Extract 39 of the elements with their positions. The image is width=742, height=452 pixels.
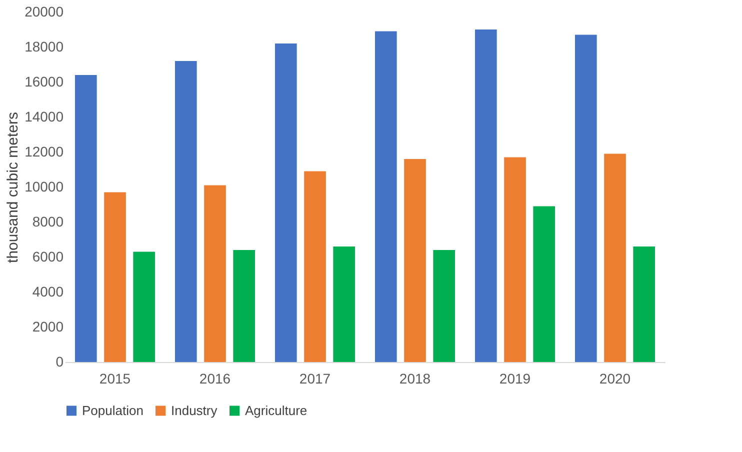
y-tick-label: 6000 bbox=[32, 248, 64, 264]
bar bbox=[604, 154, 626, 362]
bar bbox=[275, 44, 297, 362]
y-tick-label: 20000 bbox=[24, 4, 64, 20]
y-tick-label: 14000 bbox=[24, 108, 64, 124]
bar bbox=[404, 159, 426, 362]
y-tick-label: 8000 bbox=[32, 214, 64, 230]
legend-label: Population bbox=[82, 402, 144, 418]
legend-label: Industry bbox=[171, 402, 218, 418]
y-tick-label: 12000 bbox=[24, 144, 64, 160]
bar bbox=[233, 250, 255, 362]
bar bbox=[475, 30, 497, 362]
legend-label: Agriculture bbox=[245, 402, 308, 418]
bar bbox=[375, 31, 397, 362]
x-tick-label: 2020 bbox=[599, 370, 631, 386]
bar bbox=[433, 250, 455, 362]
y-tick-label: 0 bbox=[56, 354, 64, 370]
bar bbox=[633, 246, 655, 362]
bar bbox=[333, 246, 355, 362]
x-tick-label: 2015 bbox=[99, 370, 131, 386]
bar bbox=[575, 34, 597, 362]
y-tick-label: 16000 bbox=[24, 74, 64, 90]
x-tick-label: 2019 bbox=[499, 370, 531, 386]
bar bbox=[504, 157, 526, 362]
y-tick-label: 2000 bbox=[32, 318, 64, 334]
y-tick-label: 10000 bbox=[24, 178, 64, 194]
x-tick-label: 2016 bbox=[199, 370, 231, 386]
bar bbox=[104, 192, 126, 362]
x-tick-label: 2017 bbox=[299, 370, 331, 386]
bar bbox=[304, 171, 326, 362]
bar bbox=[175, 61, 197, 362]
x-tick-label: 2018 bbox=[399, 370, 431, 386]
bar bbox=[133, 252, 155, 362]
y-tick-label: 18000 bbox=[24, 38, 64, 54]
y-tick-label: 4000 bbox=[32, 284, 64, 300]
y-axis-title: thousand cubic meters bbox=[4, 112, 22, 263]
bar bbox=[533, 206, 555, 362]
bar bbox=[75, 75, 97, 362]
bar bbox=[204, 185, 226, 362]
